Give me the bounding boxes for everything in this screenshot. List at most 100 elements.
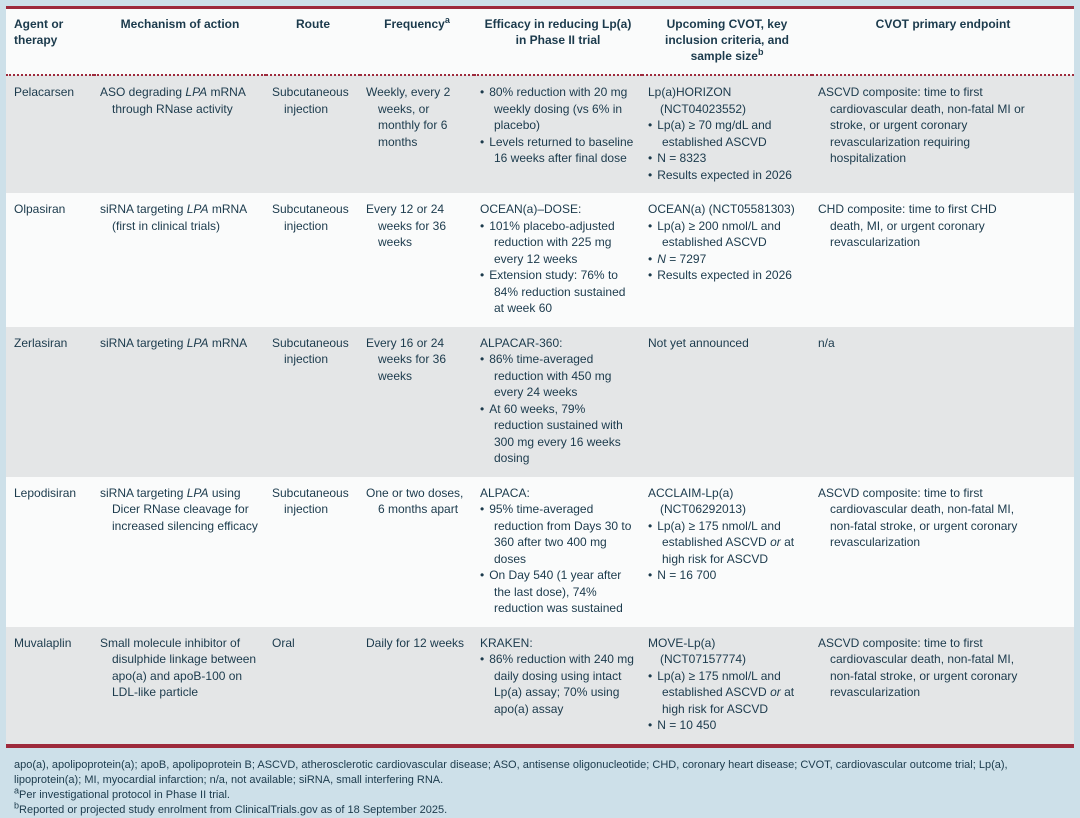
route-cell: Subcutaneous injection xyxy=(272,335,349,367)
column-header-route: Route xyxy=(266,9,360,76)
column-header-mechanism: Mechanism of action xyxy=(94,9,266,76)
trial-title: OCEAN(a) (NCT05581303) xyxy=(648,202,795,216)
bullet-icon: • xyxy=(480,218,485,233)
column-header-agent: Agent or therapy xyxy=(6,9,94,76)
mechanism-cell: siRNA targeting LPA mRNA xyxy=(100,335,248,350)
efficacy-cell: KRAKEN: • 86% reduction with 240 mg daily … xyxy=(474,627,642,744)
bullet-item: • 86% time-averaged reduction with 450 mg… xyxy=(480,352,612,399)
frequency-cell: Daily for 12 weeks xyxy=(366,635,465,650)
bullet-item: • Lp(a) ≥ 70 mg/dL and established ASCVD xyxy=(648,118,772,149)
bullet-item: • On Day 540 (1 year after the last dose)… xyxy=(480,568,623,615)
bullet-icon: • xyxy=(480,268,485,282)
bullet-icon: • xyxy=(480,85,485,99)
frequency-cell: Every 16 or 24 weeks for 36 weeks xyxy=(366,335,447,383)
table-row: Pelacarsen ASO degrading LPA mRNA throug… xyxy=(6,75,1074,193)
cvot-cell: ACCLAIM-Lp(a) (NCT06292013) • Lp(a) ≥ 175 … xyxy=(642,477,812,627)
bullet-icon: • xyxy=(648,251,653,266)
bullet-icon: • xyxy=(648,718,653,732)
trial-title: Lp(a)HORIZON (NCT04023552) xyxy=(648,85,747,116)
bullet-icon: • xyxy=(480,352,485,366)
mechanism-cell: siRNA targeting LPA mRNA (first in clini… xyxy=(100,202,247,233)
cvot-cell: Not yet announced xyxy=(642,327,812,477)
trial-title: OCEAN(a)–DOSE: xyxy=(480,202,582,216)
bullet-item: • 86% reduction with 240 mg daily dosing … xyxy=(480,652,634,716)
trial-title: ALPACA: xyxy=(480,485,530,500)
mechanism-cell: Small molecule inhibitor of disulphide l… xyxy=(100,635,257,700)
header-row: Agent or therapy Mechanism of action Rou… xyxy=(6,9,1074,76)
table-header: Agent or therapy Mechanism of action Rou… xyxy=(6,9,1074,76)
bullet-item: • Lp(a) ≥ 200 nmol/L and established ASCV… xyxy=(648,218,781,250)
therapy-table: Agent or therapy Mechanism of action Rou… xyxy=(6,9,1074,744)
column-header-cvot: Upcoming CVOT, key inclusion criteria, a… xyxy=(642,9,812,76)
bullet-icon: • xyxy=(480,401,485,416)
endpoint-cell: ASCVD composite: time to first cardiovas… xyxy=(818,85,1025,165)
trial-title: ACCLAIM-Lp(a) (NCT06292013) xyxy=(648,485,747,517)
route-cell: Oral xyxy=(272,635,295,650)
bullet-item: • N = 7297 xyxy=(648,251,707,266)
bullet-icon: • xyxy=(480,652,485,666)
bullet-icon: • xyxy=(480,568,485,582)
efficacy-cell: ALPACA: • 95% time-averaged reduction from… xyxy=(474,477,642,627)
cvot-cell: OCEAN(a) (NCT05581303) • Lp(a) ≥ 200 nmol/… xyxy=(642,193,812,327)
route-cell: Subcutaneous injection xyxy=(272,485,349,517)
column-header-efficacy: Efficacy in reducing Lp(a) in Phase II t… xyxy=(474,9,642,76)
bullet-icon: • xyxy=(648,118,653,132)
bullet-item: • Levels returned to baseline 16 weeks af… xyxy=(480,134,634,166)
table-row: Lepodisiran siRNA targeting LPA using Di… xyxy=(6,476,1074,627)
frequency-cell: Every 12 or 24 weeks for 36 weeks xyxy=(366,202,447,249)
bullet-item: • Extension study: 76% to 84% reduction s… xyxy=(480,268,626,315)
route-cell: Subcutaneous injection xyxy=(272,85,349,116)
frequency-cell: Weekly, every 2 weeks, or monthly for 6 … xyxy=(366,85,451,149)
bullet-icon: • xyxy=(648,218,653,233)
trial-title: KRAKEN: xyxy=(480,635,533,650)
bullet-icon: • xyxy=(648,668,653,683)
table-figure: Agent or therapy Mechanism of action Rou… xyxy=(6,6,1074,818)
bullet-item: • At 60 weeks, 79% reduction sustained wi… xyxy=(480,401,623,466)
agent-name: Zerlasiran xyxy=(14,335,68,350)
efficacy-cell: • 80% reduction with 20 mg weekly dosing … xyxy=(474,75,642,193)
bullet-item: • N = 16 700 xyxy=(648,568,717,582)
bullet-icon: • xyxy=(648,167,653,182)
route-cell: Subcutaneous injection xyxy=(272,202,349,233)
bullet-icon: • xyxy=(480,502,485,516)
bullet-item: • 95% time-averaged reduction from Days 3… xyxy=(480,502,632,566)
agent-name: Olpasiran xyxy=(14,202,66,216)
endpoint-cell: ASCVD composite: time to first cardiovas… xyxy=(818,635,1018,700)
trial-title: MOVE-Lp(a) (NCT07157774) xyxy=(648,635,747,667)
bullet-item: • N = 10 450 xyxy=(648,718,717,732)
mechanism-cell: siRNA targeting LPA using Dicer RNase cl… xyxy=(100,485,258,533)
bullet-item: • Lp(a) ≥ 175 nmol/L and established ASCV… xyxy=(648,518,795,566)
footnote-b: bReported or projected study enrolment f… xyxy=(14,799,448,816)
table-row: Muvalaplin Small molecule inhibitor of d… xyxy=(6,626,1074,744)
mechanism-cell: ASO degrading LPA mRNA through RNase act… xyxy=(100,85,246,116)
bullet-icon: • xyxy=(480,134,485,149)
endpoint-cell: ASCVD composite: time to first cardiovas… xyxy=(818,485,1018,550)
table-body: Pelacarsen ASO degrading LPA mRNA throug… xyxy=(6,75,1074,744)
agent-name: Muvalaplin xyxy=(14,635,72,650)
cvot-cell: MOVE-Lp(a) (NCT07157774) • Lp(a) ≥ 175 nmo… xyxy=(642,627,812,744)
bullet-icon: • xyxy=(648,518,653,533)
bullet-item: • N = 8323 xyxy=(648,151,707,165)
bullet-item: • 101% placebo-adjusted reduction with 22… xyxy=(480,218,615,266)
trial-title: Not yet announced xyxy=(648,335,749,350)
top-rule xyxy=(6,6,1074,9)
bullet-icon: • xyxy=(648,568,653,582)
agent-name: Pelacarsen xyxy=(14,85,75,99)
efficacy-cell: ALPACAR-360: • 86% time-averaged reduction… xyxy=(474,327,642,477)
bullet-icon: • xyxy=(648,268,653,282)
table-row: Zerlasiran siRNA targeting LPA mRNA Subc… xyxy=(6,326,1074,477)
cvot-cell: Lp(a)HORIZON (NCT04023552) • Lp(a) ≥ 70 mg… xyxy=(642,75,812,193)
trial-title: ALPACAR-360: xyxy=(480,335,563,350)
endpoint-cell: n/a xyxy=(818,335,835,350)
bullet-item: • Results expected in 2026 xyxy=(648,268,792,282)
abbreviations-note: apo(a), apolipoprotein(a); apoB, apolipo… xyxy=(14,758,1008,786)
endpoint-cell: CHD composite: time to first CHD death, … xyxy=(818,202,997,249)
agent-name: Lepodisiran xyxy=(14,485,77,500)
bottom-rule xyxy=(6,743,1074,748)
table-row: Olpasiran siRNA targeting LPA mRNA (firs… xyxy=(6,193,1074,327)
bullet-item: • 80% reduction with 20 mg weekly dosing … xyxy=(480,85,628,132)
frequency-cell: One or two doses, 6 months apart xyxy=(366,485,464,517)
column-header-endpoint: CVOT primary endpoint xyxy=(812,9,1074,76)
efficacy-cell: OCEAN(a)–DOSE: • 101% placebo-adjusted red… xyxy=(474,193,642,327)
column-header-frequency: Frequencya xyxy=(360,9,474,76)
